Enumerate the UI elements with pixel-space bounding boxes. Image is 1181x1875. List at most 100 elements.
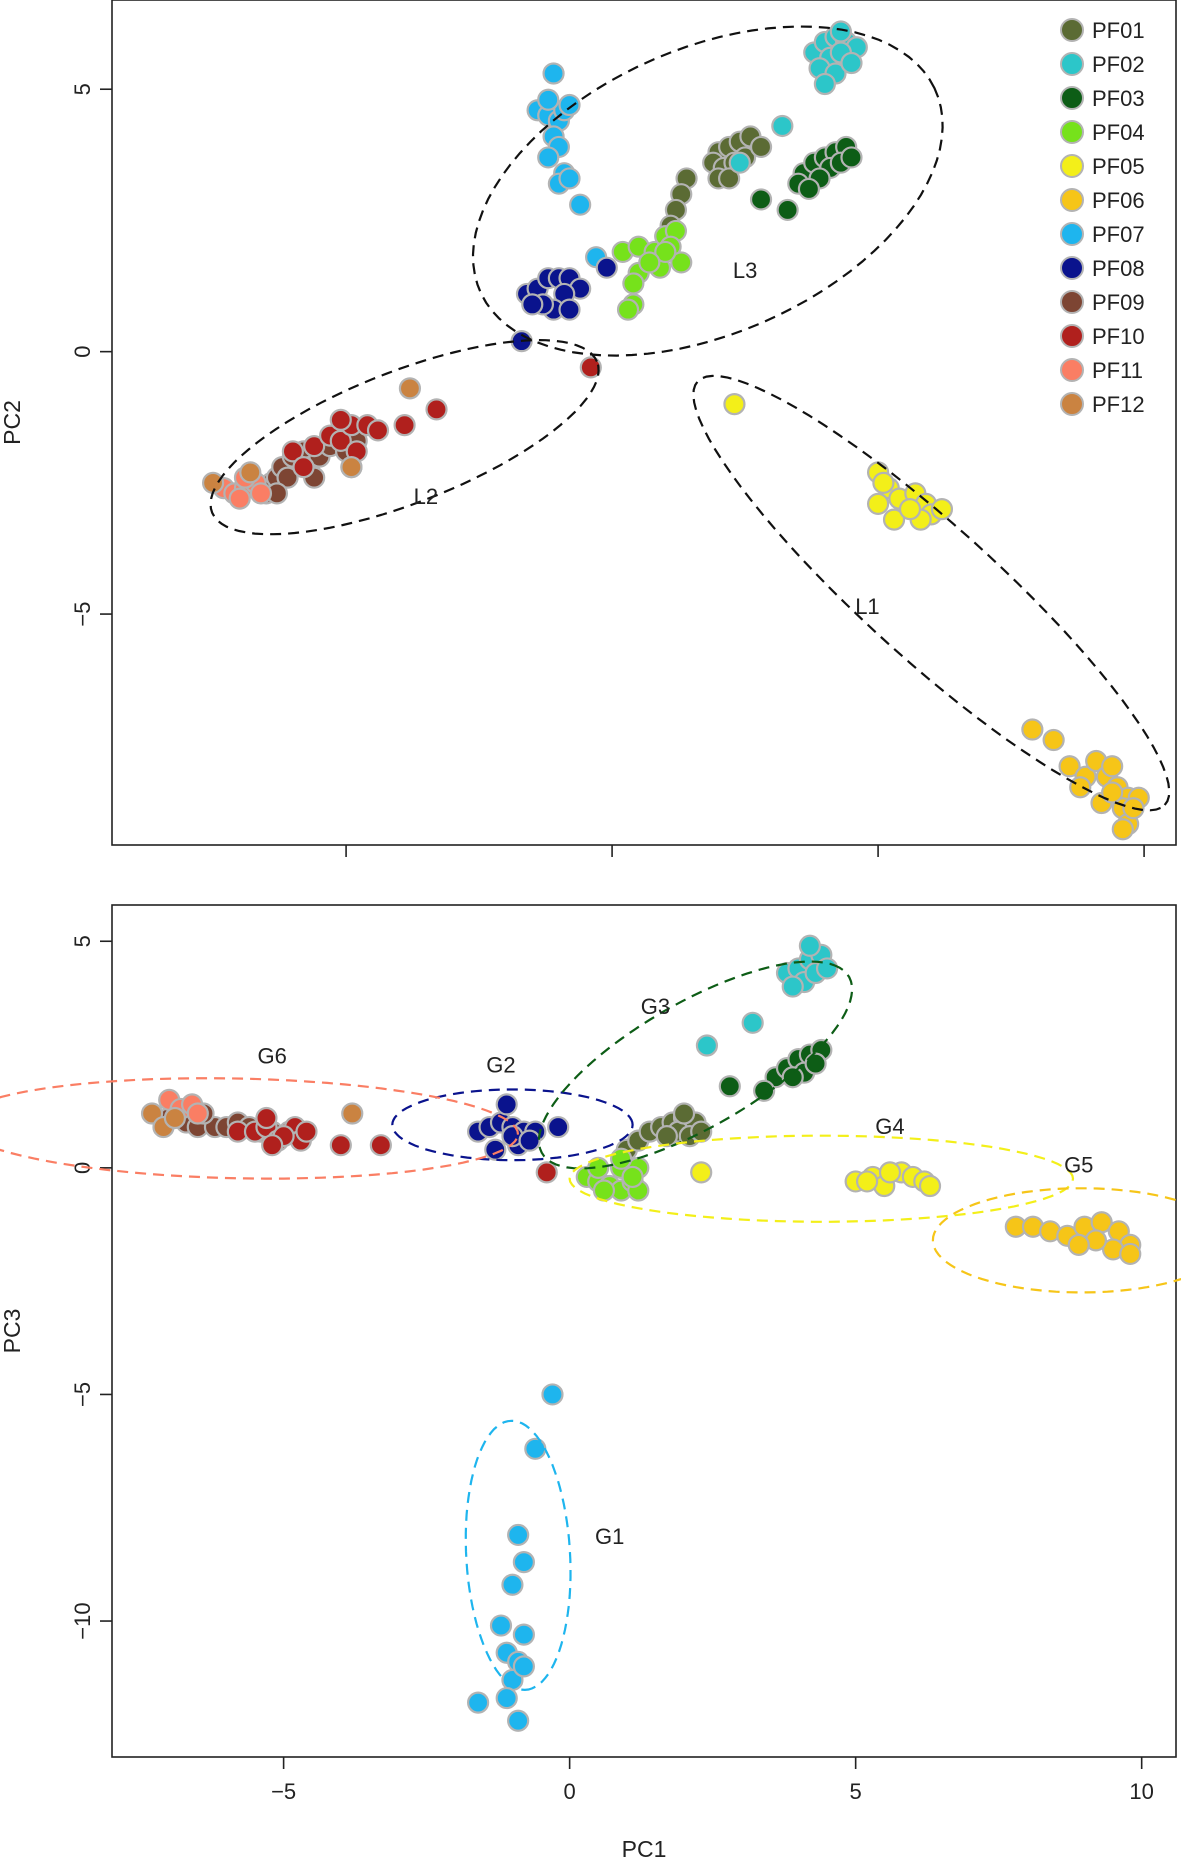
ellipse-l3 bbox=[471, 25, 944, 357]
point-pf01 bbox=[749, 135, 773, 159]
legend-label: PF04 bbox=[1092, 120, 1145, 145]
point-pf08 bbox=[518, 1129, 541, 1152]
panel-pc1-pc2: −5 0 5 PC2 L1 L2 L3 bbox=[0, 0, 1177, 857]
point-pf02 bbox=[798, 934, 821, 957]
legend-marker bbox=[1060, 86, 1084, 110]
legend-item-pf04: PF04 bbox=[1060, 120, 1145, 145]
point-pf11 bbox=[186, 1102, 209, 1125]
point-pf10 bbox=[369, 1134, 392, 1157]
point-pf07 bbox=[537, 146, 560, 169]
legend-marker bbox=[1060, 188, 1084, 212]
legend-marker bbox=[1060, 52, 1084, 76]
point-pf10 bbox=[393, 414, 416, 437]
point-pf02 bbox=[771, 114, 794, 138]
point-pf06 bbox=[1067, 1233, 1090, 1256]
point-pf11 bbox=[249, 482, 273, 505]
y-tick-label: 5 bbox=[70, 935, 95, 947]
point-pf06 bbox=[1058, 755, 1081, 778]
ellipse-l2 bbox=[209, 338, 600, 536]
ellipse-g6 bbox=[0, 1077, 520, 1180]
legend-marker bbox=[1060, 18, 1084, 42]
y-tick-label: −10 bbox=[70, 1602, 95, 1639]
point-pf10 bbox=[261, 1134, 284, 1157]
point-pf03 bbox=[776, 198, 799, 222]
point-pf06 bbox=[1101, 781, 1124, 804]
legend-label: PF05 bbox=[1092, 154, 1145, 179]
point-pf05 bbox=[866, 492, 890, 515]
point-pf04 bbox=[622, 272, 645, 295]
point-pf07 bbox=[512, 1623, 535, 1646]
point-pf12 bbox=[341, 1102, 364, 1125]
point-pf10 bbox=[366, 419, 390, 442]
legend-marker bbox=[1060, 154, 1084, 178]
point-pf06 bbox=[1069, 776, 1092, 799]
x-tick-label: 5 bbox=[850, 1779, 862, 1804]
point-pf07 bbox=[501, 1573, 524, 1596]
y-tick-label: −5 bbox=[70, 1382, 95, 1407]
ellipse-g4 bbox=[568, 1134, 1075, 1223]
point-pf05 bbox=[882, 508, 906, 531]
point-pf07 bbox=[541, 1383, 564, 1406]
point-pf08 bbox=[558, 298, 581, 321]
y-tick-label: 5 bbox=[70, 83, 95, 95]
point-pf05 bbox=[855, 1170, 879, 1193]
x-tick-label: 10 bbox=[1129, 1779, 1153, 1804]
legend-marker bbox=[1060, 290, 1084, 314]
point-pf07 bbox=[467, 1691, 490, 1714]
legend-item-pf12: PF12 bbox=[1060, 392, 1145, 417]
x-tick-label: 0 bbox=[564, 1779, 576, 1804]
y-axis-title: PC2 bbox=[0, 400, 25, 445]
legend-item-pf10: PF10 bbox=[1060, 324, 1145, 349]
point-pf10 bbox=[303, 435, 326, 458]
point-pf04 bbox=[592, 1179, 616, 1202]
point-pf04 bbox=[654, 240, 677, 264]
ellipse-label-l1: L1 bbox=[855, 594, 879, 619]
y-axis-title: PC3 bbox=[0, 1309, 25, 1354]
legend-label: PF09 bbox=[1092, 290, 1145, 315]
ellipse-l1 bbox=[692, 374, 1171, 812]
point-pf07 bbox=[542, 62, 565, 85]
point-pf10 bbox=[329, 1134, 352, 1157]
point-pf05 bbox=[930, 497, 954, 521]
legend-marker bbox=[1060, 358, 1084, 382]
point-pf03 bbox=[749, 188, 773, 211]
point-pf07 bbox=[489, 1614, 513, 1637]
point-pf01 bbox=[718, 167, 741, 190]
point-pf03 bbox=[753, 1079, 776, 1102]
plot-frame bbox=[111, 0, 1177, 846]
point-pf12 bbox=[398, 377, 422, 400]
plot-frame bbox=[111, 904, 1177, 1758]
legend-item-pf11: PF11 bbox=[1060, 358, 1143, 383]
legend-label: PF03 bbox=[1092, 86, 1145, 111]
point-pf10 bbox=[255, 1106, 278, 1130]
point-pf07 bbox=[512, 1655, 535, 1678]
point-pf02 bbox=[741, 1011, 764, 1034]
point-pf05 bbox=[898, 497, 922, 521]
legend-item-pf08: PF08 bbox=[1060, 256, 1145, 281]
point-pf05 bbox=[878, 1161, 902, 1184]
y-tick-label: 0 bbox=[70, 346, 95, 358]
point-pf06 bbox=[1101, 755, 1124, 778]
legend-item-pf09: PF09 bbox=[1060, 290, 1145, 315]
ellipse-g2 bbox=[391, 1088, 634, 1162]
point-pf07 bbox=[558, 167, 581, 190]
point-pf03 bbox=[797, 177, 821, 201]
point-pf04 bbox=[638, 251, 661, 274]
point-pf08 bbox=[495, 1093, 518, 1116]
legend-item-pf02: PF02 bbox=[1060, 52, 1145, 77]
point-pf01 bbox=[672, 1102, 696, 1125]
point-pf08 bbox=[595, 256, 618, 279]
point-pf10 bbox=[281, 440, 304, 463]
point-pf02 bbox=[829, 20, 852, 43]
point-pf08 bbox=[484, 1138, 507, 1161]
legend-label: PF11 bbox=[1092, 358, 1143, 383]
legend-item-pf03: PF03 bbox=[1060, 86, 1145, 111]
point-pf07 bbox=[569, 193, 592, 216]
point-pf05 bbox=[723, 393, 746, 416]
point-pf03 bbox=[718, 1075, 741, 1098]
ellipse-label-g1: G1 bbox=[595, 1524, 624, 1549]
point-pf01 bbox=[655, 1125, 678, 1148]
point-pf10 bbox=[579, 356, 602, 379]
